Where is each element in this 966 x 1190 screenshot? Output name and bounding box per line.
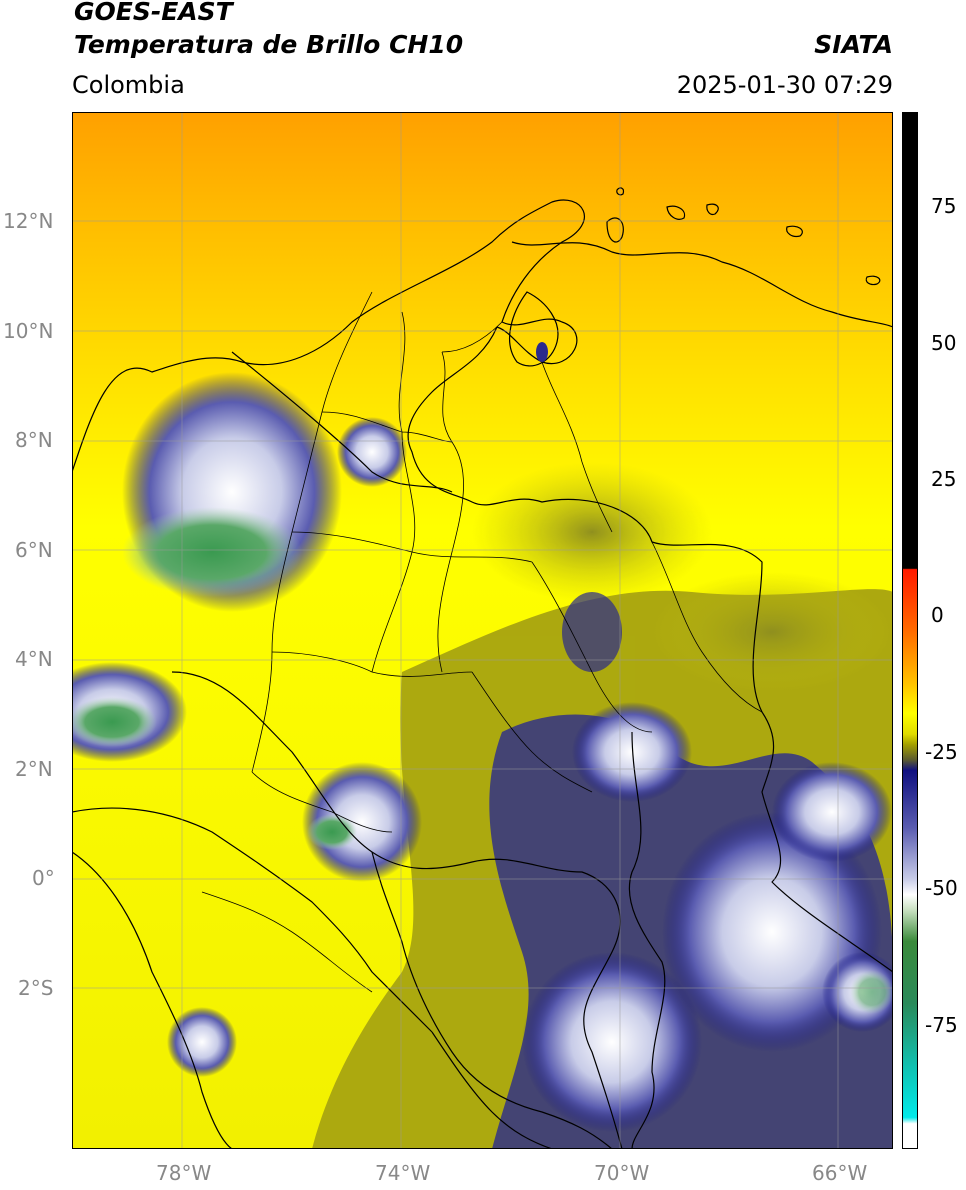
map-frame bbox=[72, 112, 893, 1149]
lon-label: 70°W bbox=[594, 1161, 650, 1185]
colorbar-label: 75 bbox=[931, 194, 957, 218]
lat-label: 2°S bbox=[18, 976, 54, 1000]
islands bbox=[606, 187, 881, 286]
lat-label: 4°N bbox=[15, 647, 53, 671]
agency-label: SIATA bbox=[814, 30, 893, 59]
lon-label: 78°W bbox=[156, 1161, 212, 1185]
lon-label: 66°W bbox=[812, 1161, 868, 1185]
lat-label: 6°N bbox=[15, 538, 53, 562]
colorbar-label: -50 bbox=[925, 876, 958, 900]
product-title: Temperatura de Brillo CH10 bbox=[74, 30, 464, 59]
lat-label: 10°N bbox=[3, 319, 54, 343]
lake-basin bbox=[509, 291, 559, 367]
colorbar-label: 0 bbox=[931, 603, 944, 627]
lat-label: 12°N bbox=[3, 209, 54, 233]
lat-label: 2°N bbox=[15, 757, 53, 781]
colorbar-label: -75 bbox=[925, 1013, 958, 1037]
lon-label: 74°W bbox=[375, 1161, 431, 1185]
satellite-map bbox=[72, 112, 893, 1149]
region-label: Colombia bbox=[72, 71, 185, 99]
datetime-label: 2025-01-30 07:29 bbox=[676, 71, 893, 99]
satellite-title: GOES-EAST bbox=[74, 0, 233, 26]
department-borders bbox=[201, 291, 763, 993]
lat-label: 8°N bbox=[15, 428, 53, 452]
country-borders bbox=[72, 199, 893, 1149]
colorbar-label: 50 bbox=[931, 331, 957, 355]
colorbar-label: 25 bbox=[931, 467, 957, 491]
lat-label: 0° bbox=[32, 866, 55, 890]
colorbar-label: -25 bbox=[925, 740, 958, 764]
gridlines bbox=[72, 112, 893, 1149]
colorbar bbox=[902, 112, 918, 1149]
